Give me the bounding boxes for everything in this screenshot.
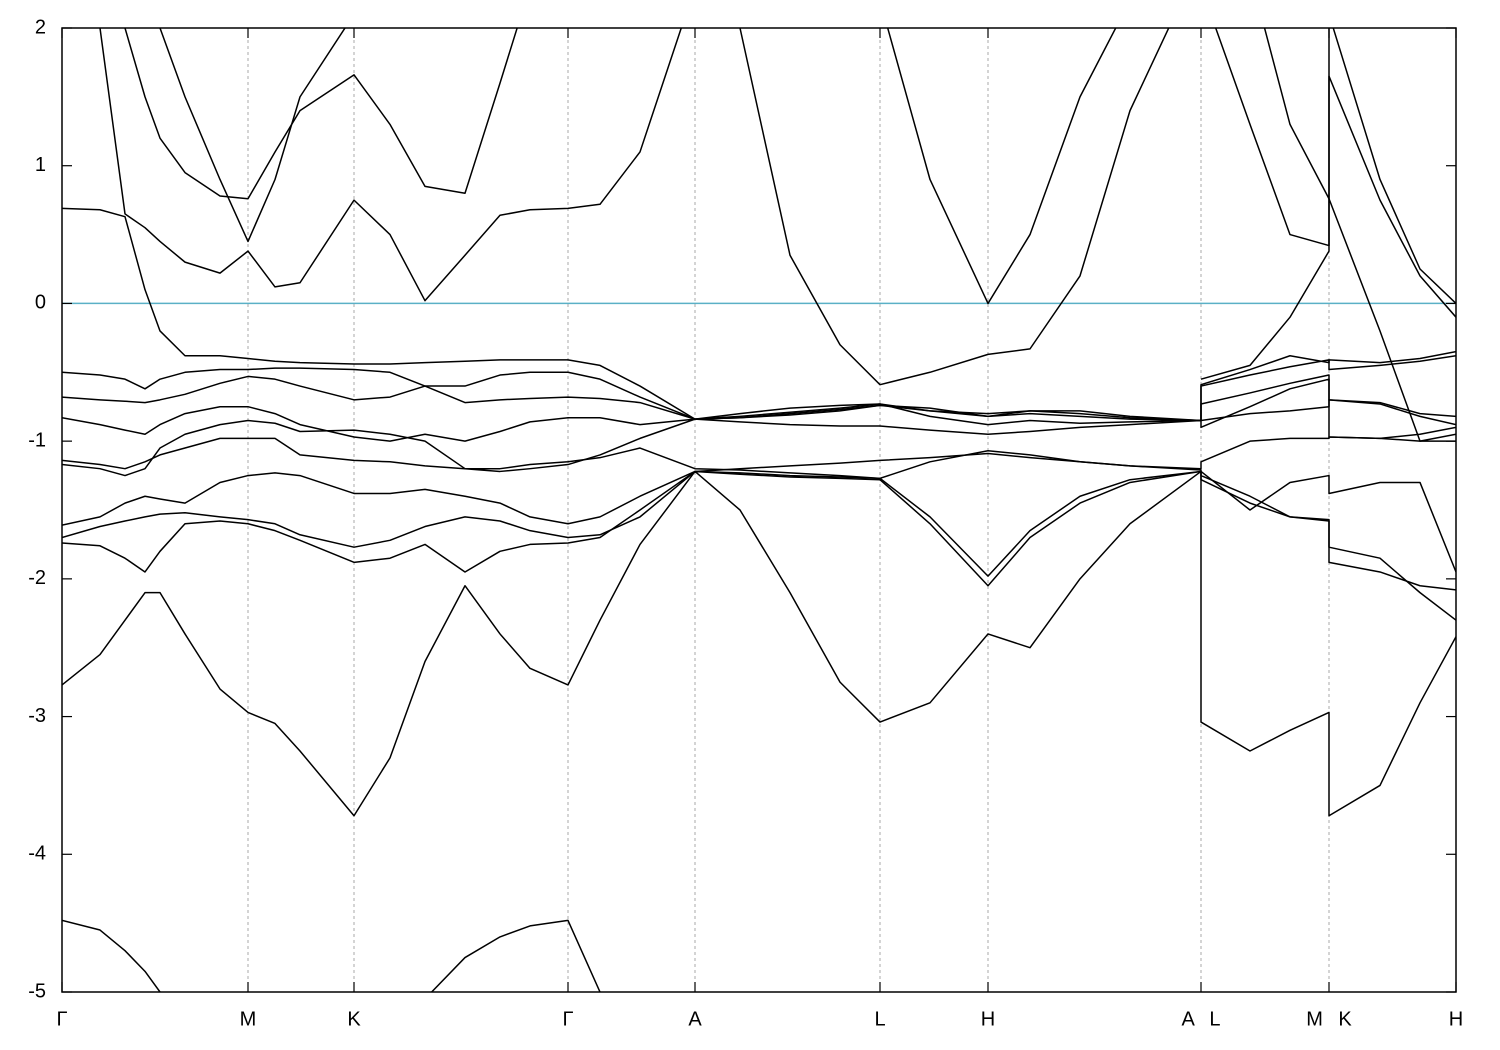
axes: -5 -4 -3 -2 -1 0 1 2 Γ M K Γ A L H A L M K H [28, 16, 1463, 1030]
band-line [62, 355, 1456, 422]
band-line [62, 452, 1456, 573]
band-line [62, 919, 601, 992]
bands [62, 28, 1456, 992]
y-tick-label: -1 [28, 429, 46, 451]
y-tick-label: 2 [35, 16, 46, 38]
band-line [62, 470, 1456, 591]
y-tick-label: -3 [28, 705, 46, 727]
band-line [62, 207, 1456, 422]
x-tick-label: Γ [562, 1008, 573, 1030]
y-tick-label: -4 [28, 843, 46, 865]
band-line [62, 470, 1456, 621]
band-line [124, 28, 1456, 305]
x-tick-label: L [874, 1008, 885, 1030]
y-tick-label: 1 [35, 154, 46, 176]
x-tick-label: K [347, 1008, 361, 1030]
y-tick-label: 0 [35, 292, 46, 314]
band-line [62, 426, 1456, 480]
x-tick-label: H [1449, 1008, 1463, 1030]
y-tick-label: -5 [28, 980, 46, 1002]
band-line [62, 374, 1456, 426]
y-tick-label: -2 [28, 567, 46, 589]
band-line [62, 399, 1456, 477]
x-tick-label: A [688, 1008, 702, 1030]
x-tick-label: H [981, 1008, 995, 1030]
x-tick-label: A L [1182, 1008, 1221, 1030]
x-tick-label: M K [1306, 1008, 1352, 1030]
x-tick-label: Γ [56, 1008, 67, 1030]
band-line [159, 28, 1456, 442]
band-line [62, 378, 1456, 442]
plot-frame [61, 27, 1457, 993]
band-line [62, 470, 1456, 817]
x-tick-label: M [240, 1008, 257, 1030]
